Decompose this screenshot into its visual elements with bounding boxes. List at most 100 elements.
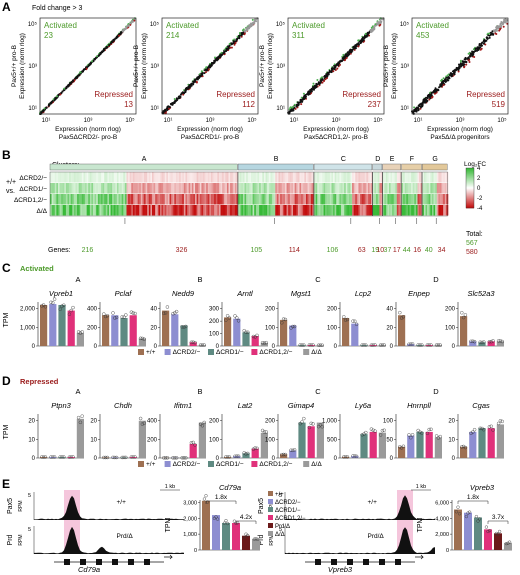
- scatter-point: [331, 67, 334, 70]
- bar: [40, 304, 48, 346]
- scatter-point: [185, 88, 188, 91]
- heatmap-cell: [382, 194, 385, 205]
- direction-arrow: [164, 554, 173, 560]
- cluster-label: E: [390, 156, 395, 163]
- heatmap-cell: [89, 172, 92, 183]
- colorbar-step: [466, 177, 474, 179]
- heatmap-cell: [278, 183, 281, 194]
- heatmap-cell: [54, 172, 57, 183]
- heatmap-cell: [284, 194, 287, 205]
- scatter-point: [313, 85, 316, 88]
- heatmap-cell: [239, 183, 242, 194]
- legend-label: ΔCRD1,2/−: [259, 461, 292, 468]
- scatter-plot: Pax5+/+ pro-B Expression (norm rlog)10¹10…: [259, 17, 385, 141]
- row-label: ΔCRD1,2/−: [14, 197, 47, 204]
- heatmap-cell: [309, 194, 312, 205]
- legend-swatch: [164, 349, 171, 355]
- heatmap-cell: [428, 194, 431, 205]
- heatmap-cell: [304, 183, 307, 194]
- heatmap-cell: [201, 172, 204, 183]
- sample-dot: [174, 309, 179, 314]
- panel-c-letter: C: [2, 261, 11, 275]
- heatmap-cell: [172, 205, 175, 216]
- heatmap-cell: [358, 183, 361, 194]
- sample-dot: [138, 336, 143, 341]
- heatmap-cell: [179, 205, 181, 216]
- heatmap-cell: [67, 205, 70, 216]
- heatmap-cell: [318, 183, 321, 194]
- heatmap-cell: [105, 194, 108, 205]
- sample-dot: [120, 455, 124, 460]
- scatter-point: [302, 92, 305, 95]
- heatmap-cell: [86, 183, 89, 194]
- colorbar-step: [466, 199, 474, 201]
- activated-label: Activated: [166, 21, 199, 30]
- y-tick-label: 10¹: [28, 106, 37, 112]
- heatmap-cell: [222, 194, 225, 205]
- heatmap-cell: [336, 205, 339, 216]
- gene-name: Pclaf: [115, 289, 133, 298]
- y-tick-label: 6,000: [435, 500, 449, 506]
- heatmap-cell: [107, 172, 110, 183]
- sample-dot: [292, 324, 297, 329]
- colorbar-step: [466, 194, 474, 196]
- sample-dot: [103, 455, 108, 460]
- sample-dot: [163, 311, 168, 315]
- heatmap-cell: [158, 172, 161, 183]
- sample-dot: [463, 313, 468, 317]
- bar: [398, 446, 406, 458]
- scatter-point: [416, 106, 419, 109]
- heatmap-cell: [304, 172, 307, 183]
- heatmap-cell: [203, 183, 205, 194]
- y-tick-label: 0: [390, 344, 394, 350]
- heatmap-cell: [107, 205, 110, 216]
- x-axis-label: Expression (norm rlog): [427, 126, 493, 133]
- heatmap-cell: [183, 194, 186, 205]
- cluster-label: B: [274, 156, 279, 163]
- heatmap-cell: [116, 205, 119, 216]
- bar: [242, 535, 250, 550]
- scatter-point: [458, 63, 460, 66]
- heatmap-cell: [65, 205, 68, 216]
- heatmap-cell: [374, 194, 377, 205]
- sample-dot: [371, 428, 375, 432]
- heatmap-cell: [195, 183, 197, 194]
- heatmap-cell: [123, 183, 126, 194]
- heatmap-cell: [147, 172, 150, 183]
- sample-dot: [52, 297, 57, 301]
- scatter-point: [291, 106, 294, 109]
- heatmap-cell: [415, 194, 418, 205]
- legend-label: Prd/Δ: [275, 524, 290, 530]
- heatmap-cell: [367, 183, 370, 194]
- cluster-header: C: [315, 275, 321, 284]
- heatmap-cell: [239, 194, 242, 205]
- cluster-label: D: [375, 156, 380, 163]
- heatmap-cell: [144, 183, 146, 194]
- scatter-point: [119, 33, 122, 36]
- heatmap-cell: [309, 172, 312, 183]
- heatmap-cell: [171, 205, 174, 216]
- heatmap-cell: [297, 172, 300, 183]
- heatmap-cell: [320, 172, 323, 183]
- heatmap-cell: [234, 183, 237, 194]
- sample-dot: [373, 343, 377, 347]
- scatter-point: [128, 24, 130, 27]
- heatmap-cell: [242, 183, 245, 194]
- heatmap-cell: [209, 172, 212, 183]
- heatmap-cell: [369, 205, 372, 216]
- scatter-point: [315, 82, 318, 85]
- heatmap-cell: [260, 205, 263, 216]
- heatmap-cell: [137, 194, 140, 205]
- heatmap-cell: [251, 205, 253, 216]
- y-tick-label: 2,000: [183, 516, 197, 522]
- bar: [198, 422, 206, 458]
- heatmap-cell: [222, 172, 225, 183]
- bar: [224, 457, 232, 458]
- heatmap-cell: [118, 172, 121, 183]
- heatmap-cell: [398, 205, 401, 216]
- heatmap-cell: [247, 172, 250, 183]
- heatmap-cell: [88, 205, 91, 216]
- scatter-point: [200, 70, 203, 73]
- cluster-header: A: [75, 387, 80, 396]
- heatmap-cell: [334, 183, 337, 194]
